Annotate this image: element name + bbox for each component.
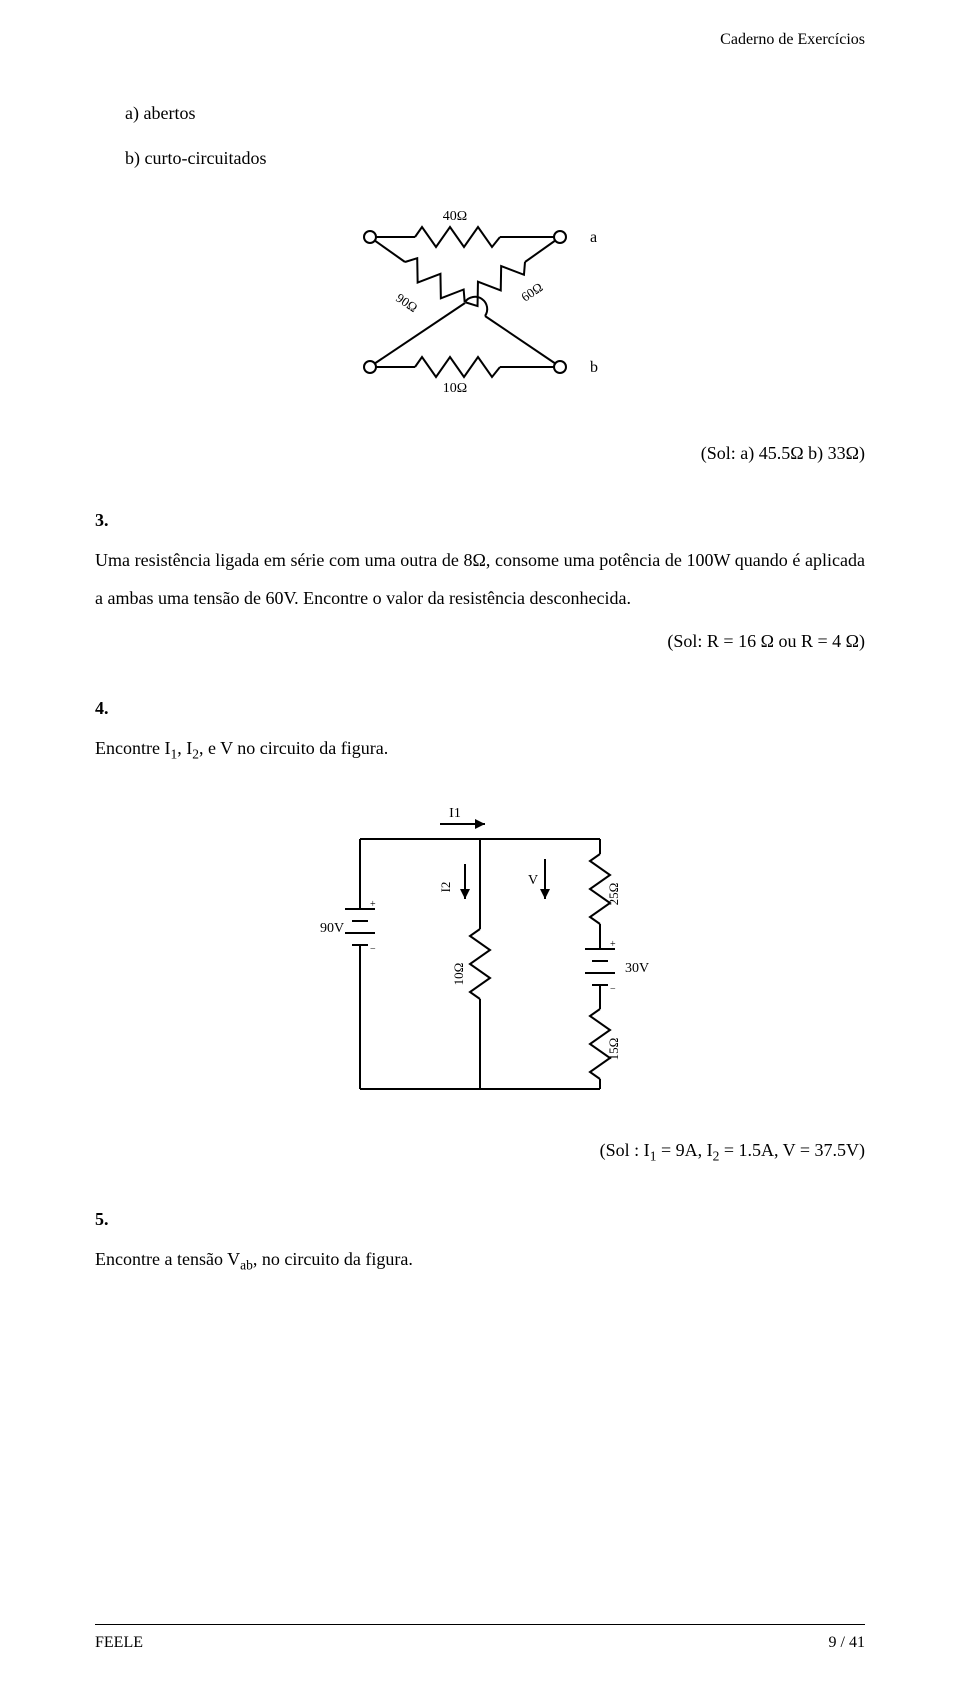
section-5-num: 5. xyxy=(95,1206,865,1233)
label-v: V xyxy=(528,873,538,888)
solution-1: (Sol: a) 45.5Ω b) 33Ω) xyxy=(95,440,865,467)
node-a-label: a xyxy=(590,229,597,246)
resistor-top xyxy=(415,227,500,247)
plus-right: + xyxy=(610,939,616,950)
resistor-diag-60-label: 60Ω xyxy=(518,279,545,304)
plus-left: + xyxy=(370,899,376,910)
resistor-diag-90-label: 90Ω xyxy=(393,290,420,315)
section-4-num: 4. xyxy=(95,695,865,722)
minus-right: − xyxy=(610,984,616,995)
sec4-mid1: , I xyxy=(177,738,192,758)
footer-right: 9 / 41 xyxy=(829,1631,865,1655)
page-footer: FEELE 9 / 41 xyxy=(95,1624,865,1655)
option-a: a) abertos xyxy=(125,100,865,127)
sec5-pre: Encontre a tensão V xyxy=(95,1249,240,1269)
sec5-post: , no circuito da figura. xyxy=(253,1249,413,1269)
sol4-pre: (Sol : I xyxy=(600,1140,650,1160)
page-header: Caderno de Exercícios xyxy=(720,28,865,52)
footer-left: FEELE xyxy=(95,1631,143,1655)
sec5-sub: ab xyxy=(240,1258,253,1273)
sol4-mid1: = 9A, I xyxy=(656,1140,712,1160)
sec4-pre: Encontre I xyxy=(95,738,170,758)
minus-left: − xyxy=(370,944,376,955)
node-b-label: b xyxy=(590,359,598,376)
resistor-25-label: 25Ω xyxy=(606,882,621,905)
resistor-15-label: 15Ω xyxy=(606,1037,621,1060)
solution-4: (Sol : I1 = 9A, I2 = 1.5A, V = 37.5V) xyxy=(95,1137,865,1167)
options-list: a) abertos b) curto-circuitados xyxy=(125,100,865,172)
resistor-diag-60 xyxy=(460,254,531,311)
figure-2: I1 + − 90V I2 10Ω V 25Ω xyxy=(95,799,865,1117)
sec4-post: , e V no circuito da figura. xyxy=(199,738,388,758)
section-4-text: Encontre I1, I2, e V no circuito da figu… xyxy=(95,730,865,769)
sol4-mid2: = 1.5A, V = 37.5V) xyxy=(719,1140,865,1160)
arrow-i2 xyxy=(460,889,470,899)
label-i1: I1 xyxy=(449,806,461,821)
arrow-i1 xyxy=(475,819,485,829)
resistor-bottom-label: 10Ω xyxy=(443,381,467,396)
figure-1: 40Ω a 10Ω b 90Ω 60Ω xyxy=(95,202,865,420)
label-src-left: 90V xyxy=(320,921,344,936)
resistor-top-label: 40Ω xyxy=(443,209,467,224)
option-b: b) curto-circuitados xyxy=(125,145,865,172)
section-3-num: 3. xyxy=(95,507,865,534)
label-i2: I2 xyxy=(438,881,453,892)
resistor-mid xyxy=(470,929,490,999)
solution-3: (Sol: R = 16 Ω ou R = 4 Ω) xyxy=(95,628,865,655)
resistor-mid-label: 10Ω xyxy=(451,962,466,985)
section-5-text: Encontre a tensão Vab, no circuito da fi… xyxy=(95,1241,865,1280)
section-3-text: Uma resistência ligada em série com uma … xyxy=(95,542,865,618)
label-src-right: 30V xyxy=(625,961,649,976)
sec4-sub2: 2 xyxy=(192,746,199,761)
resistor-bottom xyxy=(415,357,500,377)
arrow-v xyxy=(540,889,550,899)
